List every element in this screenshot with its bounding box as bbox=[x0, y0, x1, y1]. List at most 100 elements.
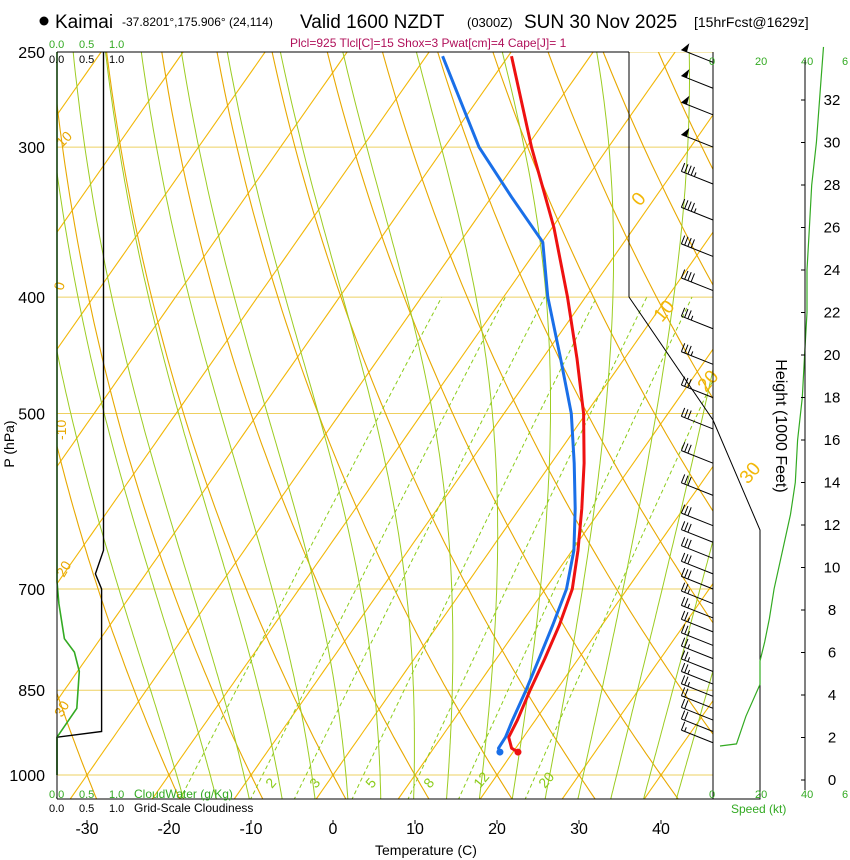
wind-barb bbox=[680, 442, 714, 464]
cloudiness-tick-top: 0.5 bbox=[79, 54, 94, 66]
height-tick-label: 14 bbox=[824, 475, 841, 492]
wind-barb-feather bbox=[684, 308, 689, 318]
wind-barb-feather bbox=[687, 345, 692, 355]
wind-barb-feather bbox=[680, 442, 686, 451]
wind-barb-half-feather bbox=[687, 589, 691, 594]
wind-barb-feather bbox=[684, 688, 689, 698]
wind-barb-half-feather bbox=[687, 657, 691, 662]
wind-barb-staff bbox=[681, 450, 714, 464]
wind-barb-feather bbox=[680, 537, 686, 546]
wind-barb bbox=[681, 69, 714, 89]
wind-barb-feather bbox=[684, 625, 689, 635]
moist-adiabat-line bbox=[544, 52, 614, 799]
wind-barb bbox=[680, 637, 714, 660]
wind-barb-feather bbox=[680, 721, 686, 731]
wind-barb-feather bbox=[684, 200, 689, 209]
moist-adiabat-line bbox=[140, 52, 316, 799]
wind-barb bbox=[680, 537, 714, 559]
wind-barb-staff bbox=[681, 315, 714, 330]
moist-adiabat-line bbox=[675, 669, 713, 799]
wind-barb-feather bbox=[680, 687, 686, 696]
wind-barb bbox=[680, 504, 714, 527]
wind-barb bbox=[680, 721, 714, 744]
wind-barb-feather bbox=[680, 376, 686, 386]
height-tick-label: 8 bbox=[828, 602, 836, 619]
moist-adiabat-line bbox=[577, 52, 690, 799]
wind-barb-staff bbox=[681, 351, 714, 365]
wind-barb-feather bbox=[684, 676, 689, 686]
wind-barb-staff bbox=[681, 277, 714, 292]
cloudiness-label: Grid-Scale Cloudiness bbox=[134, 801, 253, 815]
wind-barb bbox=[680, 698, 714, 721]
dry-adiabat-line bbox=[437, 52, 713, 624]
mixing-ratio-line bbox=[524, 378, 713, 799]
wind-barb bbox=[680, 235, 714, 257]
wind-barb-feather bbox=[687, 555, 692, 565]
wind-barb-feather bbox=[680, 235, 686, 245]
dry-adiabat-line bbox=[0, 31, 14, 801]
wind-barb-staff bbox=[681, 512, 714, 527]
wind-barb-flag bbox=[681, 127, 690, 137]
wind-barb-half-feather bbox=[687, 617, 691, 623]
station-marker bbox=[39, 16, 49, 26]
dewpoint-surface-dot bbox=[496, 748, 504, 756]
wind-barb-feather bbox=[680, 582, 686, 592]
wind-barb bbox=[680, 307, 714, 330]
forecast-info: [15hrFcst@1629z] bbox=[694, 14, 809, 30]
moist-adiabat-line bbox=[643, 538, 713, 799]
wind-barb-staff bbox=[681, 645, 714, 660]
cloudwater-tick-top: 1.0 bbox=[109, 39, 124, 51]
dry-adiabat-line bbox=[271, 52, 596, 799]
wind-barb bbox=[680, 650, 714, 672]
wind-barb-feather bbox=[680, 474, 686, 483]
moist-adiabat-line bbox=[279, 52, 415, 799]
pressure-tick-label: 250 bbox=[18, 45, 45, 62]
wind-barb bbox=[680, 624, 714, 646]
wind-barb bbox=[681, 43, 714, 63]
wind-barb-feather bbox=[680, 610, 686, 620]
dry-adiabat-line bbox=[161, 52, 430, 799]
pressure-tick-label: 700 bbox=[18, 582, 45, 599]
axes: 0246810121416182022242628303225030040050… bbox=[9, 45, 840, 838]
wind-barb-half-feather bbox=[684, 727, 687, 732]
pressure-tick-label: 400 bbox=[18, 290, 45, 307]
height-tick-label: 30 bbox=[824, 135, 841, 152]
wind-barb bbox=[680, 474, 714, 496]
mixing-ratio-line bbox=[407, 296, 648, 799]
wind-barb-feather bbox=[684, 583, 689, 593]
wind-barb bbox=[680, 521, 714, 543]
wind-barb-feather bbox=[684, 443, 689, 453]
wind-barb-half-feather bbox=[693, 208, 697, 213]
wind-barb-staff bbox=[681, 718, 714, 732]
wind-barb bbox=[680, 675, 714, 697]
wind-barb-feather bbox=[690, 202, 695, 212]
wind-barb-feather bbox=[680, 407, 686, 417]
wind-barb-staff bbox=[681, 170, 714, 185]
wind-barb-staff bbox=[681, 243, 714, 257]
wind-barb-feather bbox=[680, 162, 686, 172]
cloudiness-tick-bottom: 0.0 bbox=[49, 803, 64, 815]
moist-adiabat-line bbox=[501, 52, 551, 799]
wind-barb-feather bbox=[687, 539, 692, 549]
wind-barb-half-feather bbox=[693, 172, 697, 177]
wind-barb-staff bbox=[681, 415, 714, 430]
moist-adiabat-line bbox=[226, 52, 382, 799]
moist-adiabat-line bbox=[104, 52, 283, 799]
wind-panel: 0 20 40 60 20 40 6 bbox=[628, 43, 848, 801]
moist-adiabat-line bbox=[72, 52, 250, 799]
mixing-ratio-line bbox=[351, 296, 598, 799]
temperature-tick-label: 0 bbox=[329, 821, 338, 838]
valid-date: SUN 30 Nov 2025 bbox=[524, 12, 677, 33]
wind-barb-staff bbox=[681, 729, 714, 744]
wind-barb bbox=[680, 710, 714, 732]
moist-adiabat-line bbox=[610, 367, 713, 799]
wind-barb-feather bbox=[680, 198, 686, 208]
cloudwater-tick-top: 0.5 bbox=[79, 39, 94, 51]
wind-barb-staff bbox=[681, 604, 714, 619]
wind-barb-feather bbox=[680, 698, 686, 708]
wind-barb-feather bbox=[684, 164, 689, 173]
wind-barb bbox=[680, 596, 714, 619]
wind-barb-half-feather bbox=[690, 315, 694, 321]
wind-barb-feather bbox=[687, 410, 692, 420]
speed-tick-bottom: 20 bbox=[755, 789, 767, 801]
